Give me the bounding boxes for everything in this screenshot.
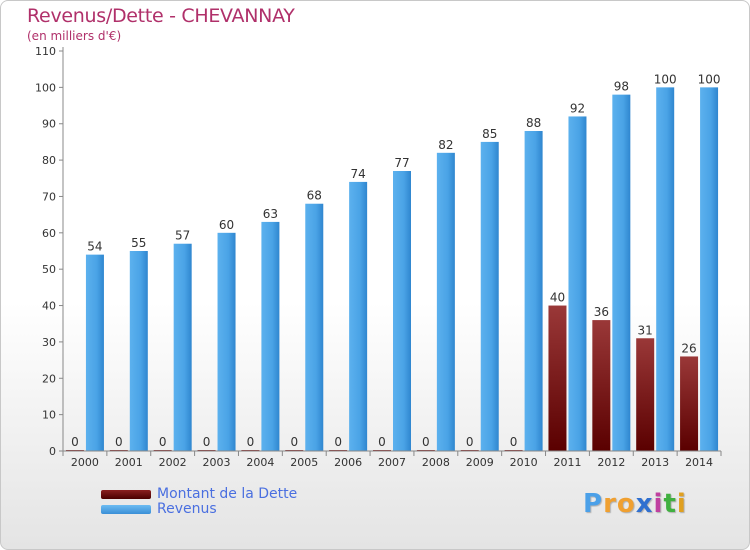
data-label-revenus: 63 — [263, 207, 278, 221]
chart-subtitle: (en milliers d'€) — [27, 29, 122, 43]
data-label-dette: 31 — [638, 323, 653, 337]
bar-revenus — [85, 254, 104, 451]
legend-label-dette: Montant de la Dette — [157, 486, 298, 502]
data-label-revenus: 68 — [307, 189, 322, 203]
legend-label-revenus: Revenus — [157, 501, 217, 517]
data-label-dette: 26 — [681, 341, 696, 355]
bar-dette — [548, 305, 567, 451]
bar-revenus — [568, 116, 587, 452]
chart-title: Revenus/Dette - CHEVANNAY — [27, 5, 295, 27]
data-label-revenus: 100 — [698, 72, 721, 86]
proxiti-logo: Proxiti — [583, 489, 687, 519]
data-label-revenus: 85 — [482, 127, 497, 141]
data-label-revenus: 74 — [350, 167, 365, 181]
y-tick-label: 30 — [42, 336, 56, 349]
y-tick-label: 10 — [42, 409, 56, 422]
y-tick-label: 50 — [42, 263, 56, 276]
legend-swatch-dette — [101, 490, 151, 499]
bar-revenus — [524, 131, 543, 451]
x-tick-label: 2009 — [466, 456, 494, 469]
data-label-dette: 0 — [422, 435, 430, 449]
x-tick-label: 2010 — [510, 456, 538, 469]
x-tick-label: 2003 — [203, 456, 231, 469]
x-tick-label: 2008 — [422, 456, 450, 469]
y-tick-label: 100 — [35, 81, 56, 94]
bar-dette — [680, 356, 699, 451]
data-label-revenus: 54 — [87, 240, 102, 254]
x-tick-label: 2014 — [685, 456, 713, 469]
bar-revenus — [612, 94, 631, 452]
data-label-dette: 0 — [334, 435, 342, 449]
legend-swatch-revenus — [101, 505, 151, 514]
bar-revenus — [700, 87, 719, 451]
y-tick-label: 90 — [42, 118, 56, 131]
data-label-dette: 0 — [159, 435, 167, 449]
x-tick-label: 2013 — [641, 456, 669, 469]
bar-revenus — [349, 181, 368, 451]
data-label-dette: 0 — [247, 435, 255, 449]
bar-revenus — [305, 203, 324, 451]
bar-dette — [592, 320, 611, 451]
data-label-dette: 0 — [115, 435, 123, 449]
y-tick-label: 110 — [35, 45, 56, 58]
y-tick-label: 70 — [42, 190, 56, 203]
x-tick-label: 2006 — [334, 456, 362, 469]
x-tick-label: 2000 — [71, 456, 99, 469]
data-label-revenus: 82 — [438, 138, 453, 152]
bar-revenus — [129, 251, 148, 451]
bar-revenus — [217, 232, 236, 451]
data-label-revenus: 88 — [526, 116, 541, 130]
x-tick-label: 2001 — [115, 456, 143, 469]
x-tick-label: 2002 — [159, 456, 187, 469]
data-label-revenus: 98 — [614, 80, 629, 94]
x-tick-label: 2011 — [553, 456, 581, 469]
data-label-revenus: 60 — [219, 218, 234, 232]
data-label-revenus: 77 — [394, 156, 409, 170]
bar-revenus — [393, 171, 411, 451]
bar-revenus — [656, 87, 675, 451]
data-label-dette: 0 — [466, 435, 474, 449]
y-tick-label: 0 — [49, 445, 56, 458]
bar-revenus — [261, 221, 280, 451]
data-label-revenus: 55 — [131, 236, 146, 250]
data-label-revenus: 92 — [570, 101, 585, 115]
data-label-revenus: 57 — [175, 229, 190, 243]
y-tick-label: 60 — [42, 227, 56, 240]
data-label-dette: 0 — [71, 435, 79, 449]
data-label-dette: 0 — [510, 435, 518, 449]
bar-revenus — [480, 141, 499, 451]
bar-revenus — [436, 152, 455, 451]
x-tick-label: 2007 — [378, 456, 406, 469]
bar-dette — [636, 338, 655, 451]
bar-revenus — [173, 243, 192, 451]
y-tick-label: 20 — [42, 372, 56, 385]
data-label-dette: 40 — [550, 291, 565, 305]
x-tick-label: 2004 — [246, 456, 274, 469]
y-tick-label: 80 — [42, 154, 56, 167]
y-tick-label: 40 — [42, 300, 56, 313]
data-label-dette: 0 — [378, 435, 386, 449]
data-label-dette: 36 — [594, 305, 609, 319]
x-tick-label: 2012 — [597, 456, 625, 469]
x-tick-label: 2005 — [290, 456, 318, 469]
data-label-dette: 0 — [290, 435, 298, 449]
data-label-dette: 0 — [203, 435, 211, 449]
data-label-revenus: 100 — [654, 72, 677, 86]
